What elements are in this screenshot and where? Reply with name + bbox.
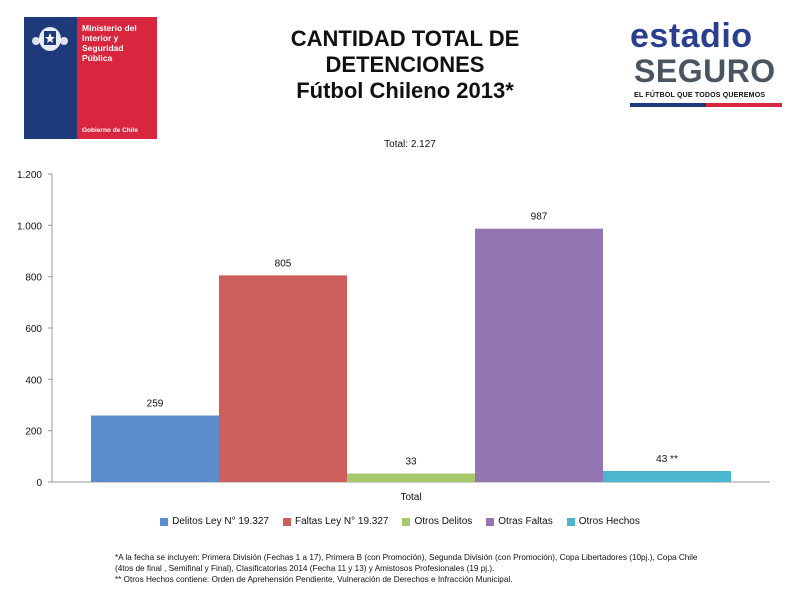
bar	[603, 470, 731, 482]
legend-swatch	[402, 517, 411, 526]
y-tick-label: 1.200	[17, 170, 42, 181]
bar	[219, 275, 347, 482]
title-line-1: CANTIDAD TOTAL DE	[290, 26, 520, 51]
brand-tagline: EL FÚTBOL QUE TODOS QUEREMOS	[634, 92, 766, 99]
ministerio-logo: Ministerio del Interior y Seguridad Públ…	[24, 17, 157, 139]
footnote-1: *A la fecha se incluyen: Primera Divisió…	[115, 553, 698, 573]
legend-item: Otros Delitos	[402, 516, 472, 527]
brand-line-1: estadio	[630, 17, 753, 55]
legend-label: Delitos Ley N° 19.327	[172, 516, 269, 527]
brand-bar	[630, 103, 782, 107]
chart-legend: Delitos Ley N° 19.327 Faltas Ley N° 19.32…	[0, 516, 800, 527]
data-label: 33	[405, 457, 417, 468]
estadio-seguro-logo: estadio SEGURO EL FÚTBOL QUE TODOS QUERE…	[630, 18, 782, 122]
legend-label: Faltas Ley N° 19.327	[294, 516, 389, 527]
brand-bar-red	[706, 103, 782, 107]
legend-item: Otras Faltas	[486, 516, 553, 527]
legend-swatch	[566, 517, 575, 526]
legend-swatch	[486, 517, 495, 526]
logo-red-panel: Ministerio del Interior y Seguridad Públ…	[77, 17, 157, 139]
bar-chart: 0 200 400 600 800 1.000 1.200 259 805 33 987 43 ** T…	[17, 170, 770, 503]
bar	[475, 228, 603, 482]
total-label: Total: 2.127	[384, 139, 436, 150]
x-category-label: Total	[400, 492, 421, 503]
y-tick-label: 400	[25, 375, 42, 386]
legend-label: Otros Hechos	[578, 516, 640, 527]
gobierno-label: Gobierno de Chile	[82, 127, 138, 134]
title-line-3: Fútbol Chileno 2013*	[296, 78, 514, 103]
data-label: 259	[147, 399, 164, 410]
y-tick-label: 800	[25, 273, 42, 284]
ministry-name: Ministerio del Interior y Seguridad Públ…	[82, 23, 137, 63]
footnote-2: ** Otros Hechos contiene: Orden de Apreh…	[115, 575, 513, 584]
logo-blue-panel	[24, 17, 77, 139]
brand-bar-blue	[630, 103, 706, 107]
legend-item: Faltas Ley N° 19.327	[282, 516, 389, 527]
legend-item: Delitos Ley N° 19.327	[160, 516, 269, 527]
page-title: CANTIDAD TOTAL DE DETENCIONES Fútbol Chi…	[210, 26, 600, 104]
data-label: 43 **	[656, 454, 678, 465]
bar	[91, 415, 219, 482]
title-line-2: DETENCIONES	[325, 52, 485, 77]
legend-swatch	[282, 517, 291, 526]
legend-label: Otros Delitos	[414, 516, 473, 527]
legend-item: Otros Hechos	[566, 516, 640, 527]
y-tick-label: 200	[25, 427, 42, 438]
y-tick-label: 0	[36, 478, 42, 489]
y-tick-label: 1.000	[17, 221, 42, 232]
data-label: 805	[275, 258, 292, 269]
bar	[347, 473, 475, 482]
legend-label: Otras Faltas	[498, 516, 553, 527]
footnotes: *A la fecha se incluyen: Primera Divisió…	[115, 552, 715, 585]
legend-swatch	[160, 517, 169, 526]
data-label: 987	[531, 212, 548, 223]
brand-line-2: SEGURO	[634, 53, 776, 89]
y-tick-label: 600	[25, 324, 42, 335]
coat-of-arms-icon	[32, 27, 68, 51]
